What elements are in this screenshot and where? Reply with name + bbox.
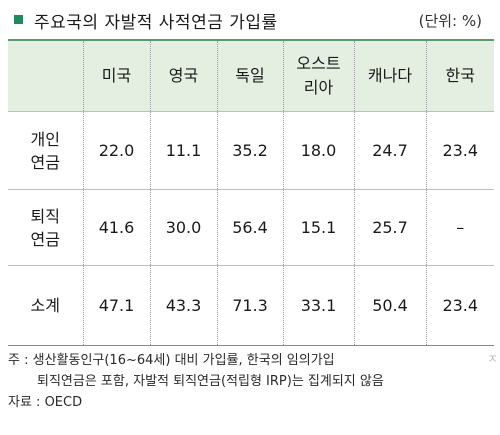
table-row-retirement-pension: 퇴직 연금 41.6 30.0 56.4 15.1 25.7 – <box>8 189 494 266</box>
table-cell: 50.4 <box>353 265 426 346</box>
table-cell: 33.1 <box>282 265 354 346</box>
row-label-subtotal: 소계 <box>30 296 60 315</box>
table-cell: 56.4 <box>216 189 283 266</box>
title-row: 주요국의 자발적 사적연금 가입률 (단위: %) <box>8 6 494 34</box>
table-cell: 25.7 <box>353 189 426 266</box>
footnote-line-2: 퇴직연금은 포함, 자발적 퇴직연금(적립형 IRP)는 집계되지 않음 <box>37 374 384 389</box>
table-title: 주요국의 자발적 사적연금 가입률 <box>34 13 278 33</box>
row-label-retirement-pension: 퇴직 연금 <box>30 206 60 249</box>
row-label-personal-pension: 개인 연금 <box>30 129 60 172</box>
square-bullet-icon <box>14 15 23 24</box>
table-cell: 43.3 <box>149 265 217 346</box>
column-header-austria: 오스트 리아 <box>282 40 354 112</box>
table-cell: 23.4 <box>425 265 494 346</box>
footnote-line-1: 주 : 생산활동인구(16~64세) 대비 가입률, 한국의 임의가입 <box>8 353 335 368</box>
table-cell: 18.0 <box>282 111 354 190</box>
table-cell: 30.0 <box>149 189 217 266</box>
table-row-personal-pension: 개인 연금 22.0 11.1 35.2 18.0 24.7 23.4 <box>8 111 494 190</box>
footnotes: 주 : 생산활동인구(16~64세) 대비 가입률, 한국의 임의가입 퇴직연금… <box>8 350 494 413</box>
table-cell: 47.1 <box>82 265 150 346</box>
table-cell: 23.4 <box>425 111 494 190</box>
table-cell: 71.3 <box>216 265 283 346</box>
table-cell: 15.1 <box>282 189 354 266</box>
table-cell: 11.1 <box>149 111 217 190</box>
header-corner <box>8 40 83 112</box>
pension-table: 미국 영국 독일 오스트 리아 캐나다 한국 개인 연금 22.0 11.1 3… <box>8 39 494 346</box>
table-cell: 22.0 <box>82 111 150 190</box>
table-cell: 41.6 <box>82 189 150 266</box>
source-note: 자료 : OECD <box>8 395 83 410</box>
unit-label: (단위: %) <box>418 12 482 30</box>
table-cell: 35.2 <box>216 111 283 190</box>
table-cell: – <box>425 189 494 266</box>
table-row-subtotal: 소계 47.1 43.3 71.3 33.1 50.4 23.4 <box>8 265 494 346</box>
column-header-uk: 영국 <box>149 40 217 112</box>
column-header-canada: 캐나다 <box>353 40 426 112</box>
column-header-germany: 독일 <box>216 40 283 112</box>
column-header-usa: 미국 <box>82 40 150 112</box>
table-cell: 24.7 <box>353 111 426 190</box>
column-header-korea: 한국 <box>425 40 494 112</box>
cut-off-glyph: ㅈ <box>486 352 498 366</box>
header-row: 미국 영국 독일 오스트 리아 캐나다 한국 <box>8 40 494 112</box>
